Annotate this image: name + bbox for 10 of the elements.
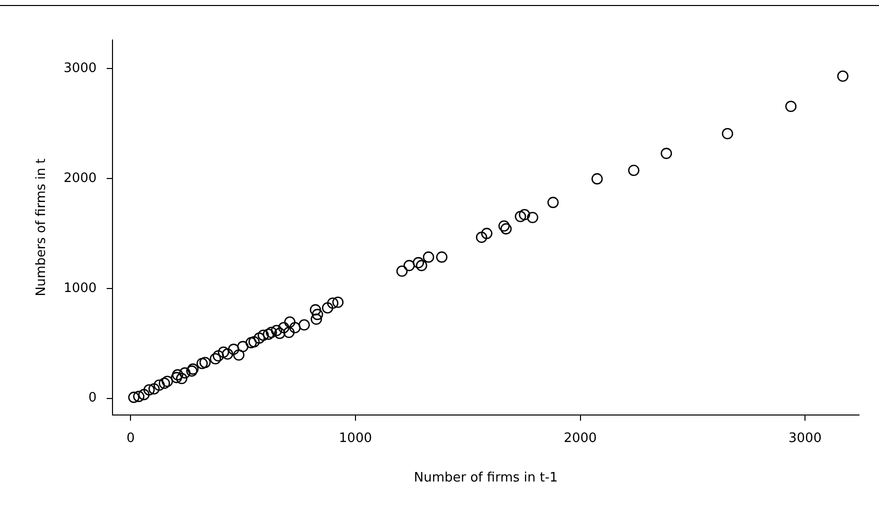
x-tick-label: 0 — [126, 430, 135, 446]
x-tick-label: 3000 — [788, 430, 822, 446]
x-axis-title: Number of firms in t-1 — [414, 470, 558, 486]
x-tick-label: 1000 — [338, 430, 372, 446]
y-tick-label: 1000 — [64, 280, 97, 296]
y-tick-label: 0 — [88, 390, 97, 406]
y-axis-title: Numbers of firms in t — [34, 158, 50, 296]
x-tick-label: 2000 — [564, 430, 597, 446]
y-tick-label: 2000 — [64, 170, 97, 186]
y-tick-label: 3000 — [64, 60, 97, 76]
